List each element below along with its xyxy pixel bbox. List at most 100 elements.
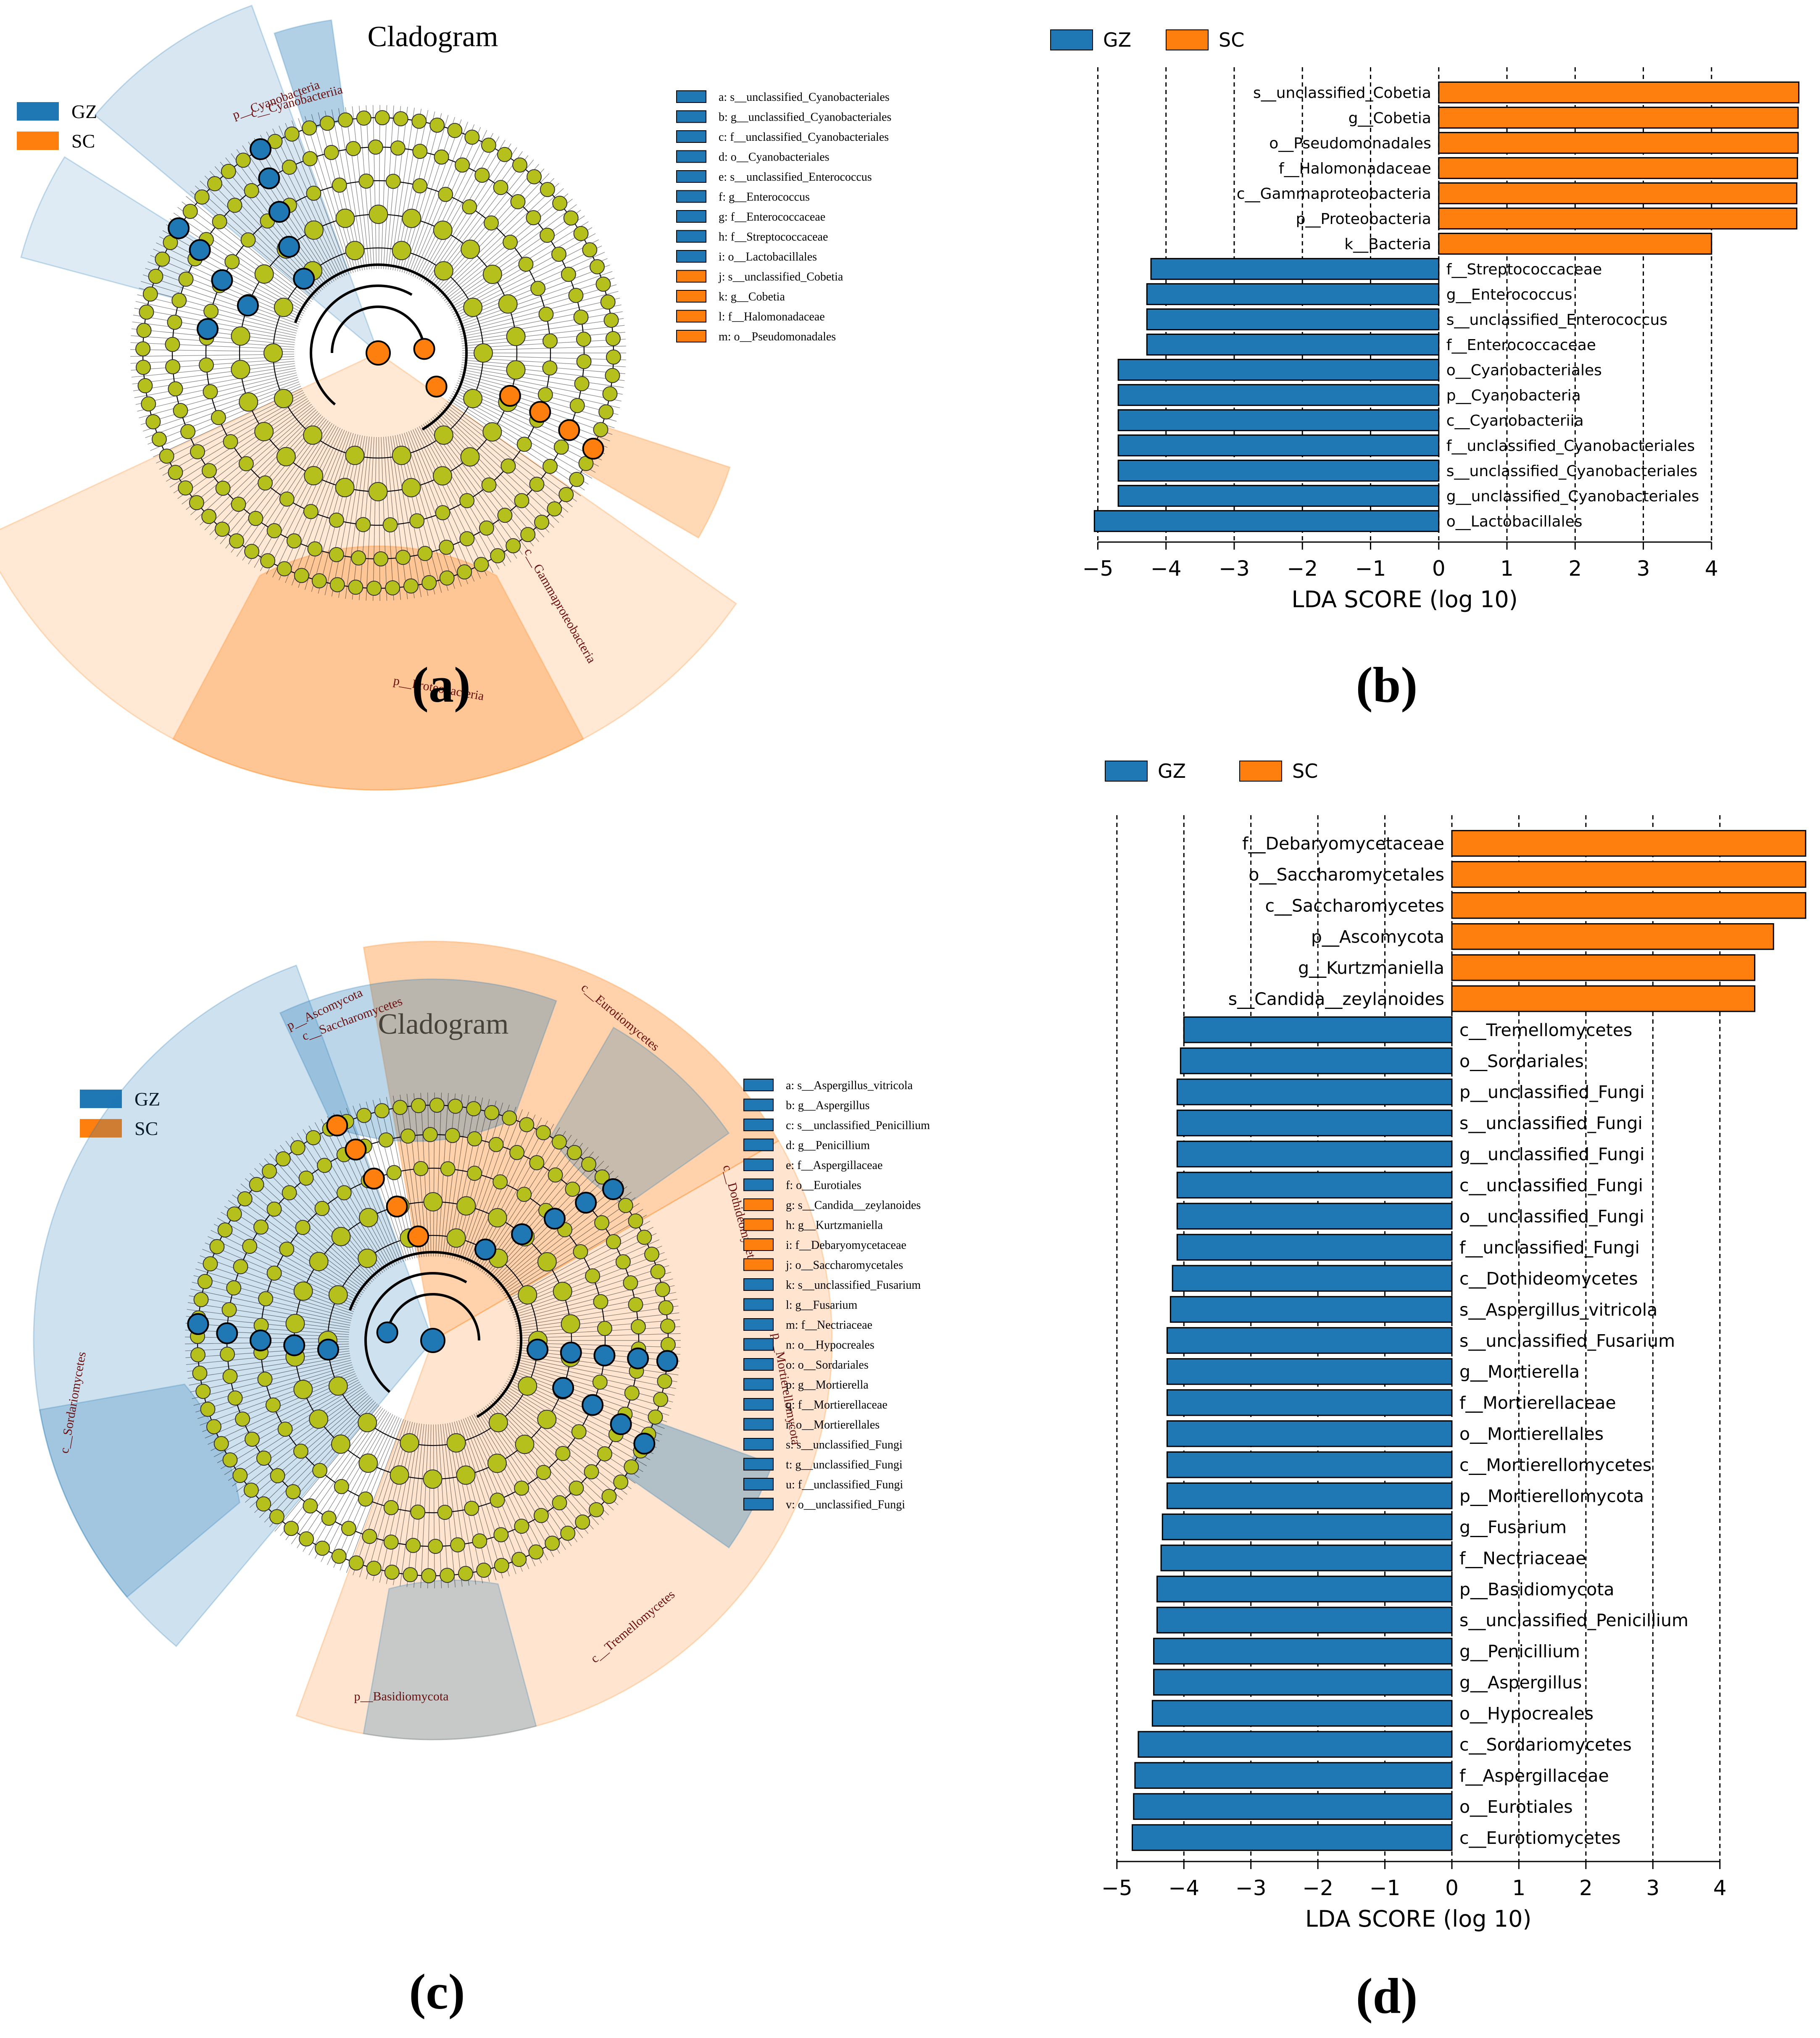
tree-branch <box>321 1119 395 1266</box>
tree-branch <box>495 1175 619 1285</box>
tree-branch <box>197 1367 353 1419</box>
key-label: l: f__Halomonadaceae <box>719 311 825 324</box>
tree-node <box>624 1385 640 1401</box>
biomarker-node <box>211 269 233 291</box>
tree-node <box>309 1409 329 1429</box>
biomarker-node <box>293 268 315 290</box>
tree-node <box>484 1105 500 1120</box>
tree-branch <box>272 128 343 277</box>
legend-label-gz: GZ <box>134 1088 160 1110</box>
key-label: a: s__Aspergillus_vitricola <box>786 1079 913 1092</box>
bar-label: s__unclassified_Cyanobacteriales <box>1446 463 1698 480</box>
tree-node <box>500 458 516 474</box>
tree-node <box>618 1198 633 1213</box>
tree-node <box>573 309 589 325</box>
bar-label: o__Cyanobacteriales <box>1446 362 1602 379</box>
tree-branch <box>458 1420 510 1577</box>
key-swatch <box>743 1238 774 1251</box>
bar-label: f__unclassified_Fungi <box>1459 1238 1640 1258</box>
key-swatch <box>743 1098 774 1111</box>
biomarker-node <box>326 1114 348 1137</box>
tree-node <box>384 1564 400 1580</box>
tree-node <box>178 480 193 496</box>
key-label: m: f__Nectriaceae <box>786 1319 872 1332</box>
tree-node <box>238 456 254 471</box>
tree-node <box>242 1238 258 1254</box>
tree-node <box>594 1169 610 1185</box>
bar-label: g__Aspergillus <box>1459 1672 1582 1693</box>
tree-branch <box>490 1401 604 1520</box>
tree-node <box>358 1491 373 1507</box>
tree-branch <box>228 1200 364 1293</box>
tree-node <box>558 487 574 503</box>
tree-node <box>553 1282 572 1301</box>
clade-sector <box>363 1579 537 1740</box>
tree-node <box>317 1158 332 1173</box>
tree-node <box>593 422 608 437</box>
tree-node <box>401 478 421 498</box>
tree-node <box>239 392 258 412</box>
tree-node <box>413 1161 429 1176</box>
tree-branch <box>373 105 377 269</box>
tree-node <box>547 501 562 517</box>
tree-node <box>304 220 324 240</box>
tree-node <box>285 1314 305 1333</box>
tree-node <box>373 551 389 566</box>
tree-node <box>201 463 217 479</box>
tree-branch <box>141 377 298 425</box>
cladogram-panel-c: CladogramGZSCp__Ascomycotac__Saccharomyc… <box>33 940 930 2020</box>
tree-branch <box>425 147 517 284</box>
tree-node <box>203 1256 218 1272</box>
tree-node <box>457 564 472 580</box>
tree-node <box>440 1567 455 1583</box>
x-tick-label: 0 <box>1432 556 1446 581</box>
tree-node <box>481 137 496 153</box>
bar-g-enterococcus <box>1146 283 1440 305</box>
tree-node <box>515 1435 535 1454</box>
tree-node <box>159 448 174 464</box>
key-swatch <box>743 1278 774 1291</box>
bar-label: g__Enterococcus <box>1446 286 1572 303</box>
tree-node <box>467 1131 482 1147</box>
x-tick-label: −1 <box>1355 556 1386 581</box>
tree-node <box>520 527 536 542</box>
tree-node <box>490 548 506 563</box>
tree-node <box>200 1401 216 1417</box>
tree-node <box>429 1098 445 1113</box>
tree-node <box>518 1376 537 1396</box>
bar-label: o__unclassified_Fungi <box>1459 1206 1644 1227</box>
tree-node <box>286 533 302 549</box>
tree-branch <box>308 1413 391 1556</box>
tree-branch <box>266 132 341 278</box>
tree-node <box>165 359 181 374</box>
tree-branch <box>494 1398 614 1511</box>
bar-label: g__Penicillium <box>1459 1641 1580 1661</box>
tree-branch <box>197 1262 353 1314</box>
tree-node <box>194 189 210 205</box>
tree-node <box>136 360 151 375</box>
key-label: f: o__Eurotiales <box>786 1179 861 1192</box>
tree-node <box>254 264 274 284</box>
tree-node <box>466 1101 482 1116</box>
tree-node <box>519 1117 535 1132</box>
key-swatch <box>743 1298 774 1311</box>
tree-node <box>540 182 555 197</box>
tree-node <box>217 1222 233 1238</box>
tree-node <box>392 241 411 261</box>
tree-branch <box>442 1094 463 1257</box>
bar-label: c__Cyanobacteriia <box>1446 412 1584 429</box>
bar-c-saccharomycetes <box>1451 892 1807 919</box>
tree-node <box>256 1496 271 1512</box>
tree-node <box>145 414 161 429</box>
tree-node <box>229 533 244 549</box>
tree-node <box>463 298 483 317</box>
tree-node <box>385 580 400 595</box>
tree-node <box>502 1110 517 1126</box>
tree-arc <box>310 284 413 405</box>
bar-label: s__Candida__zeylanoides <box>1228 989 1444 1009</box>
tree-node <box>235 1411 250 1427</box>
bar-label: f__Mortierellaceae <box>1459 1393 1616 1413</box>
tree-node <box>514 1480 529 1496</box>
lda-chart-b: GZ SC s__unclassified_Cobetia g__Cobetia o__… <box>1050 29 1800 713</box>
tree-branch <box>427 1424 432 1588</box>
